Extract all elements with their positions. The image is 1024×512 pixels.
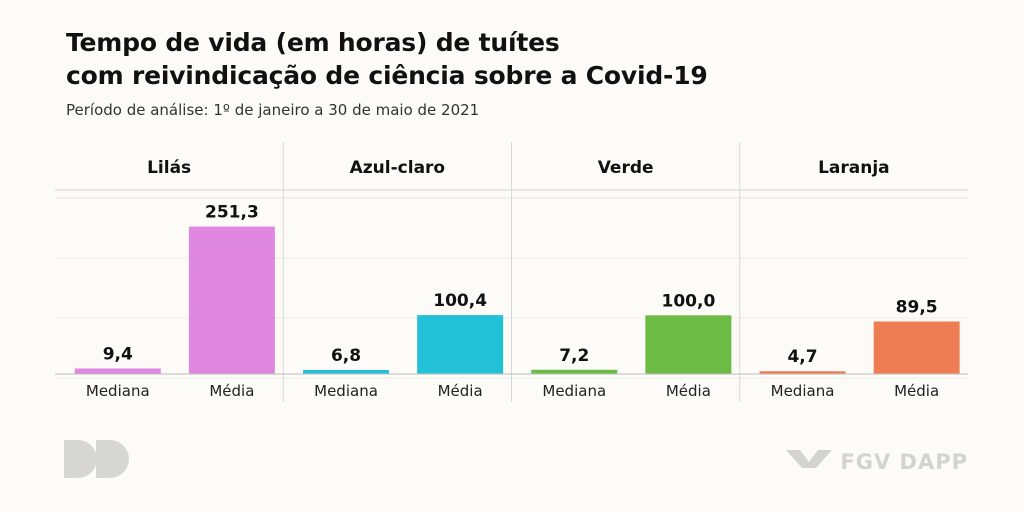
facet-title: Laranja xyxy=(818,158,890,178)
bar xyxy=(303,370,390,374)
category-label: Mediana xyxy=(542,382,606,400)
category-label: Mediana xyxy=(314,382,378,400)
data-label: 251,3 xyxy=(205,203,259,223)
bar xyxy=(759,371,846,374)
facet-title: Verde xyxy=(598,158,654,178)
bar xyxy=(531,369,618,374)
data-label: 100,0 xyxy=(662,291,716,311)
data-label: 7,2 xyxy=(559,346,589,366)
data-label: 6,8 xyxy=(331,346,361,366)
category-label: Média xyxy=(666,382,711,400)
bar xyxy=(74,368,161,374)
fgv-logo-icon xyxy=(786,448,833,475)
category-label: Mediana xyxy=(771,382,835,400)
category-label: Média xyxy=(438,382,483,400)
bar xyxy=(645,315,732,374)
facet-title: Azul-claro xyxy=(350,158,445,178)
category-label: Média xyxy=(209,382,254,400)
category-label: Mediana xyxy=(86,382,150,400)
data-label: 100,4 xyxy=(433,291,487,311)
chart-subtitle: Período de análise: 1º de janeiro a 30 d… xyxy=(66,101,480,119)
bar xyxy=(188,226,275,374)
category-label: Média xyxy=(894,382,939,400)
chart-title-line-2: com reivindicação de ciência sobre a Cov… xyxy=(66,61,708,90)
dd-logo-icon xyxy=(64,440,132,482)
bar xyxy=(417,315,504,374)
chart-title-line-1: Tempo de vida (em horas) de tuítes xyxy=(66,28,560,57)
fgv-dapp-logo: FGV DAPP xyxy=(786,448,968,475)
fgv-dapp-text: FGV DAPP xyxy=(840,449,968,474)
chart-title: Tempo de vida (em horas) de tuítes com r… xyxy=(66,26,708,92)
data-label: 9,4 xyxy=(103,344,133,364)
bar xyxy=(873,321,960,374)
facet-title: Lilás xyxy=(147,158,191,178)
data-label: 4,7 xyxy=(787,347,817,367)
data-label: 89,5 xyxy=(896,297,938,317)
